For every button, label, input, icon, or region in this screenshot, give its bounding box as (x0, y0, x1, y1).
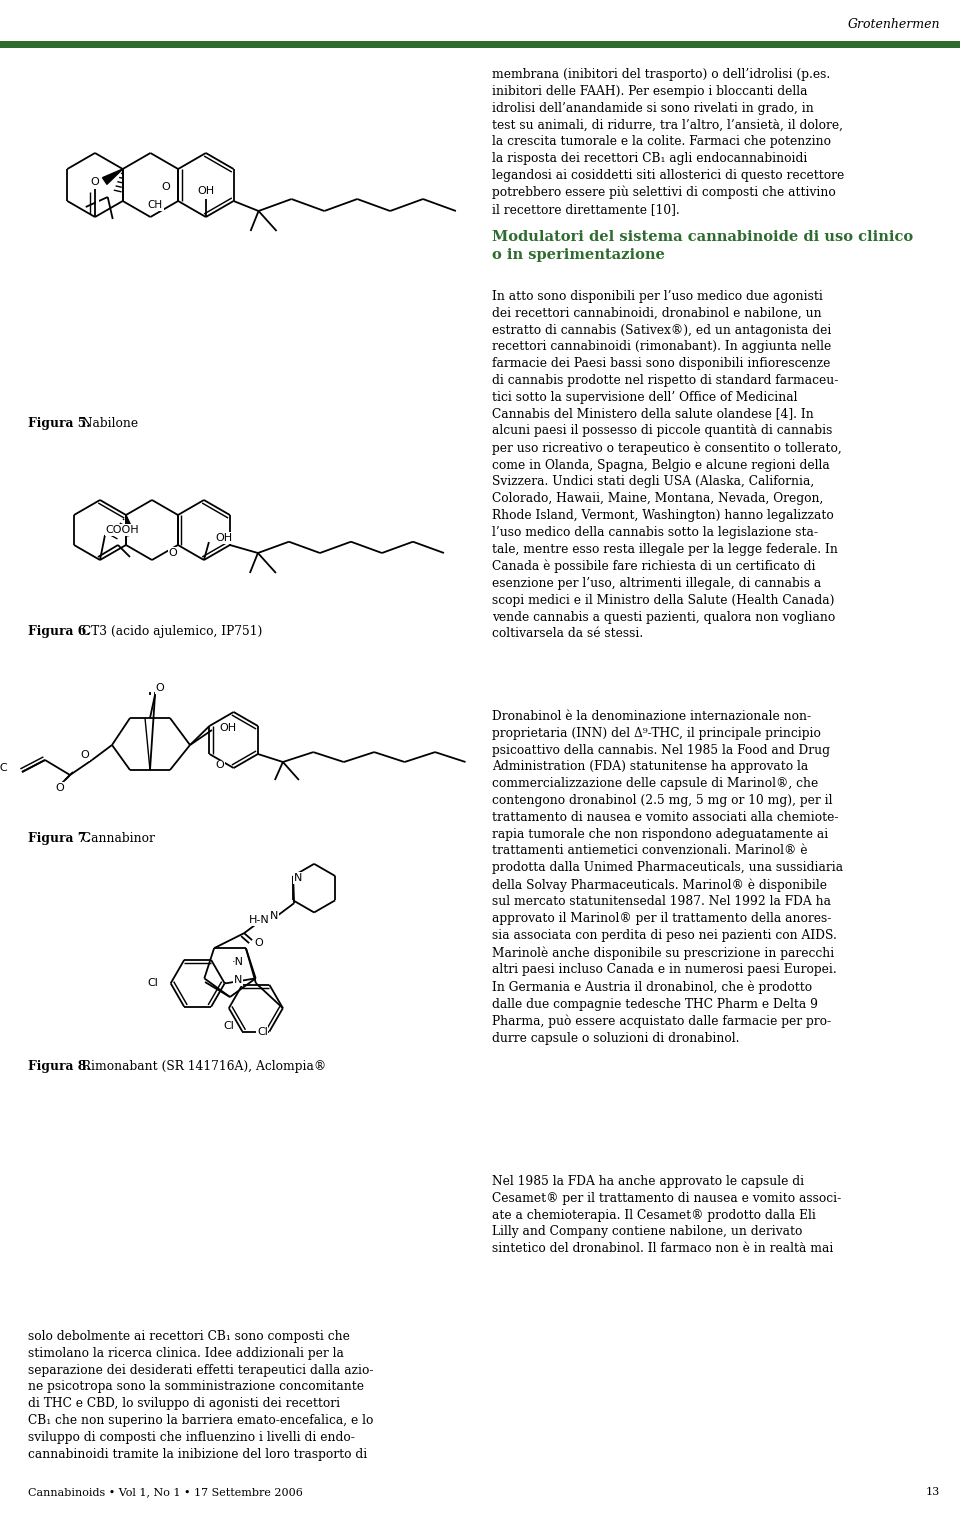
Polygon shape (126, 515, 134, 536)
Text: COOH: COOH (106, 525, 139, 534)
Text: O: O (81, 749, 89, 760)
Text: CT3 (acido ajulemico, IP751): CT3 (acido ajulemico, IP751) (78, 625, 262, 637)
Text: O: O (162, 182, 171, 192)
Text: ·N: ·N (232, 957, 244, 967)
Text: Cannabinor: Cannabinor (78, 833, 155, 845)
Text: Figura 6.: Figura 6. (28, 625, 90, 637)
Text: Figura 8.: Figura 8. (28, 1060, 90, 1073)
Text: Figura 5.: Figura 5. (28, 416, 90, 430)
Text: H: H (262, 917, 270, 928)
Text: H-N: H-N (249, 914, 270, 925)
Text: N: N (234, 975, 242, 986)
Text: In atto sono disponibili per l’uso medico due agonisti
dei recettori cannabinoid: In atto sono disponibili per l’uso medic… (492, 291, 842, 640)
Polygon shape (103, 170, 123, 185)
Text: Dronabinol è la denominazione internazionale non-
proprietaria (INN) del Δ⁹-THC,: Dronabinol è la denominazione internazio… (492, 710, 843, 1045)
Text: Figura 7.: Figura 7. (28, 833, 90, 845)
Text: OH: OH (198, 186, 214, 195)
Text: O: O (90, 177, 100, 188)
Text: O: O (56, 783, 64, 793)
Text: OH: OH (220, 724, 236, 733)
Text: Cl: Cl (147, 978, 158, 989)
Text: O: O (156, 683, 164, 693)
Text: HOOC: HOOC (0, 763, 8, 774)
Text: O: O (254, 939, 263, 948)
Text: N: N (294, 874, 302, 883)
Text: Cannabinoids • Vol 1, No 1 • 17 Settembre 2006: Cannabinoids • Vol 1, No 1 • 17 Settembr… (28, 1487, 302, 1497)
Text: CH: CH (148, 200, 163, 210)
Text: Modulatori del sistema cannabinoide di uso clinico
o in sperimentazione: Modulatori del sistema cannabinoide di u… (492, 230, 913, 262)
Text: membrana (inibitori del trasporto) o dell’idrolisi (p.es.
inibitori delle FAAH).: membrana (inibitori del trasporto) o del… (492, 68, 844, 217)
Text: O: O (215, 760, 224, 771)
Text: Cl: Cl (257, 1026, 268, 1037)
Text: Nabilone: Nabilone (78, 416, 137, 430)
Bar (0, 41, 960, 48)
Text: Cl: Cl (224, 1020, 234, 1031)
Text: Grotenhermen: Grotenhermen (848, 18, 940, 30)
Text: solo debolmente ai recettori CB₁ sono composti che
stimolano la ricerca clinica.: solo debolmente ai recettori CB₁ sono co… (28, 1329, 373, 1461)
Text: Nel 1985 la FDA ha anche approvato le capsule di
Cesamet® per il trattamento di : Nel 1985 la FDA ha anche approvato le ca… (492, 1175, 841, 1255)
Text: O: O (169, 548, 178, 559)
Text: Rimonabant (SR 141716A), Aclompia®: Rimonabant (SR 141716A), Aclompia® (78, 1060, 325, 1073)
Text: OH: OH (215, 533, 232, 544)
Text: 13: 13 (925, 1487, 940, 1497)
Text: N: N (270, 911, 278, 921)
